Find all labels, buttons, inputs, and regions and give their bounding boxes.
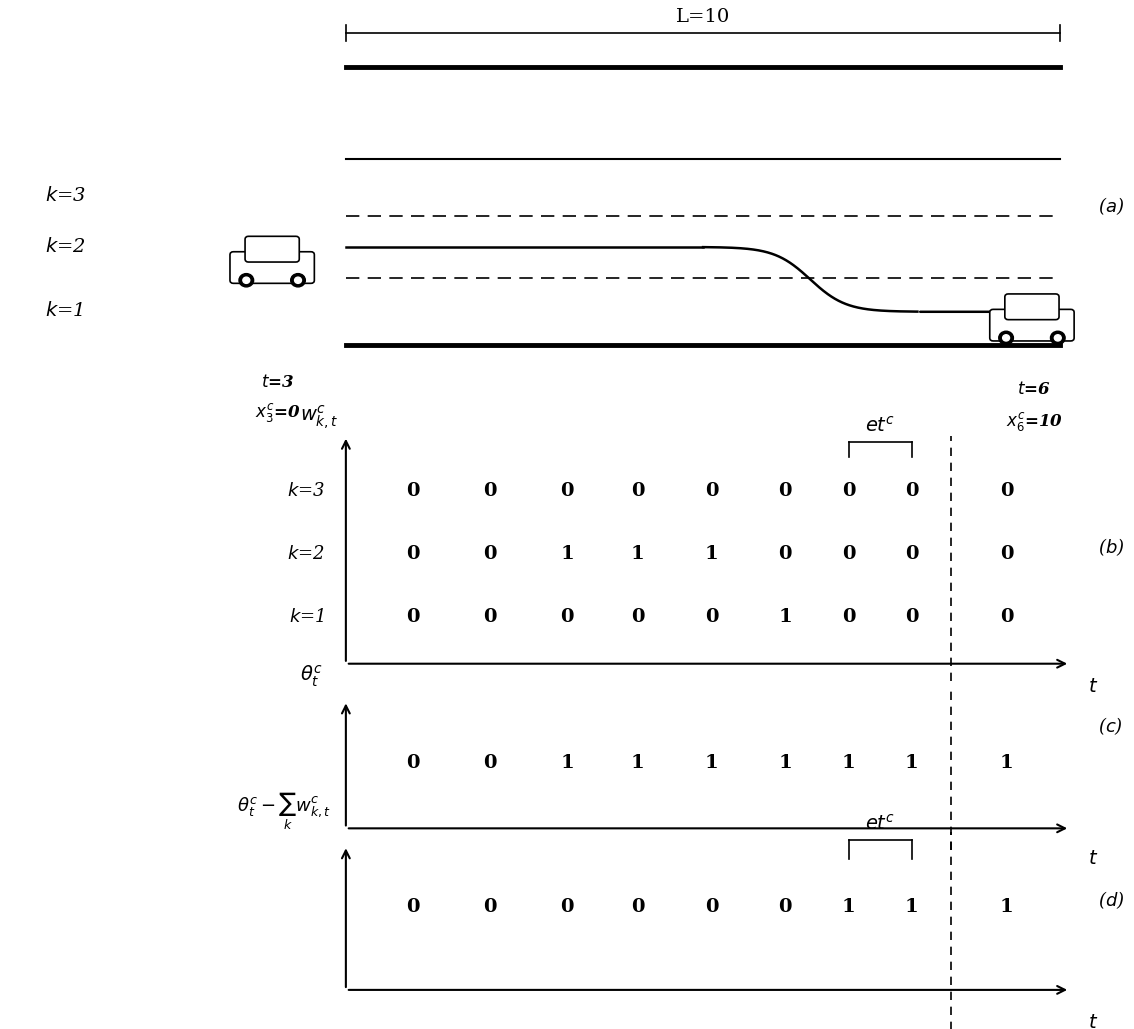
Text: 1: 1 <box>704 545 718 563</box>
FancyBboxPatch shape <box>1005 294 1059 320</box>
Text: 0: 0 <box>1000 482 1014 500</box>
Text: 1: 1 <box>905 754 919 772</box>
Text: 0: 0 <box>704 608 718 627</box>
Text: $k$=1: $k$=1 <box>45 301 84 320</box>
Text: $k$=2: $k$=2 <box>45 238 86 256</box>
Text: $t$: $t$ <box>1088 850 1098 867</box>
Text: 0: 0 <box>631 608 644 627</box>
Text: 0: 0 <box>779 898 792 916</box>
Text: 0: 0 <box>560 482 574 500</box>
Text: 0: 0 <box>841 545 855 563</box>
Text: $k$=1: $k$=1 <box>289 608 324 627</box>
Text: 1: 1 <box>631 545 644 563</box>
Text: ($b$): ($b$) <box>1098 536 1125 559</box>
Text: $t$: $t$ <box>1088 1014 1098 1029</box>
Circle shape <box>295 277 302 283</box>
Circle shape <box>1055 334 1061 341</box>
Text: $k$=3: $k$=3 <box>45 186 86 205</box>
Text: 0: 0 <box>406 545 420 563</box>
Text: $et^c$: $et^c$ <box>865 416 896 436</box>
Text: 0: 0 <box>905 545 919 563</box>
Text: 0: 0 <box>406 608 420 627</box>
Text: 0: 0 <box>779 545 792 563</box>
Text: 0: 0 <box>1000 545 1014 563</box>
Text: $k$=2: $k$=2 <box>287 545 324 563</box>
Text: ($a$): ($a$) <box>1098 194 1124 217</box>
Text: 0: 0 <box>406 482 420 500</box>
Text: 1: 1 <box>841 898 855 916</box>
Text: $et^c$: $et^c$ <box>865 813 896 833</box>
Text: $x_6^c$=10: $x_6^c$=10 <box>1006 410 1063 432</box>
Text: 1: 1 <box>778 608 793 627</box>
Text: ($d$): ($d$) <box>1098 889 1125 912</box>
Circle shape <box>999 331 1014 345</box>
Text: 1: 1 <box>631 754 644 772</box>
Text: 1: 1 <box>560 545 574 563</box>
Circle shape <box>243 277 249 283</box>
Text: 0: 0 <box>905 482 919 500</box>
Text: 1: 1 <box>1000 898 1014 916</box>
Text: $t$=6: $t$=6 <box>1017 381 1051 398</box>
Text: 0: 0 <box>905 608 919 627</box>
Text: 0: 0 <box>704 482 718 500</box>
Text: 0: 0 <box>841 482 855 500</box>
Text: 0: 0 <box>631 482 644 500</box>
Circle shape <box>1050 331 1065 345</box>
Text: $k$=3: $k$=3 <box>287 482 324 500</box>
FancyBboxPatch shape <box>990 310 1074 341</box>
Text: 0: 0 <box>406 754 420 772</box>
Text: 0: 0 <box>406 898 420 916</box>
Text: 0: 0 <box>560 898 574 916</box>
Text: 1: 1 <box>841 754 855 772</box>
Text: $w_{k,t}^c$: $w_{k,t}^c$ <box>301 403 339 432</box>
Circle shape <box>290 274 305 287</box>
Circle shape <box>1002 334 1009 341</box>
Text: ($c$): ($c$) <box>1098 715 1123 738</box>
Text: 0: 0 <box>483 608 497 627</box>
FancyBboxPatch shape <box>230 252 314 283</box>
Text: 1: 1 <box>778 754 793 772</box>
Text: $t$=3: $t$=3 <box>261 374 295 391</box>
Text: 0: 0 <box>841 608 855 627</box>
Text: 0: 0 <box>560 608 574 627</box>
Text: 1: 1 <box>905 898 919 916</box>
Text: 1: 1 <box>1000 754 1014 772</box>
Text: 0: 0 <box>483 482 497 500</box>
Text: $\theta_t^c - \sum_k w_{k,t}^c$: $\theta_t^c - \sum_k w_{k,t}^c$ <box>237 791 331 832</box>
Text: $\theta_t^c$: $\theta_t^c$ <box>301 664 323 688</box>
Text: 1: 1 <box>704 754 718 772</box>
Text: 0: 0 <box>483 545 497 563</box>
Text: 0: 0 <box>779 482 792 500</box>
Text: 0: 0 <box>631 898 644 916</box>
Circle shape <box>239 274 254 287</box>
FancyBboxPatch shape <box>245 237 299 262</box>
Text: 0: 0 <box>1000 608 1014 627</box>
Text: 1: 1 <box>560 754 574 772</box>
Text: $t$: $t$ <box>1088 678 1098 697</box>
Text: 0: 0 <box>704 898 718 916</box>
Text: 0: 0 <box>483 754 497 772</box>
Text: 0: 0 <box>483 898 497 916</box>
Text: L=10: L=10 <box>676 8 730 26</box>
Text: $x_3^c$=0: $x_3^c$=0 <box>255 401 301 424</box>
